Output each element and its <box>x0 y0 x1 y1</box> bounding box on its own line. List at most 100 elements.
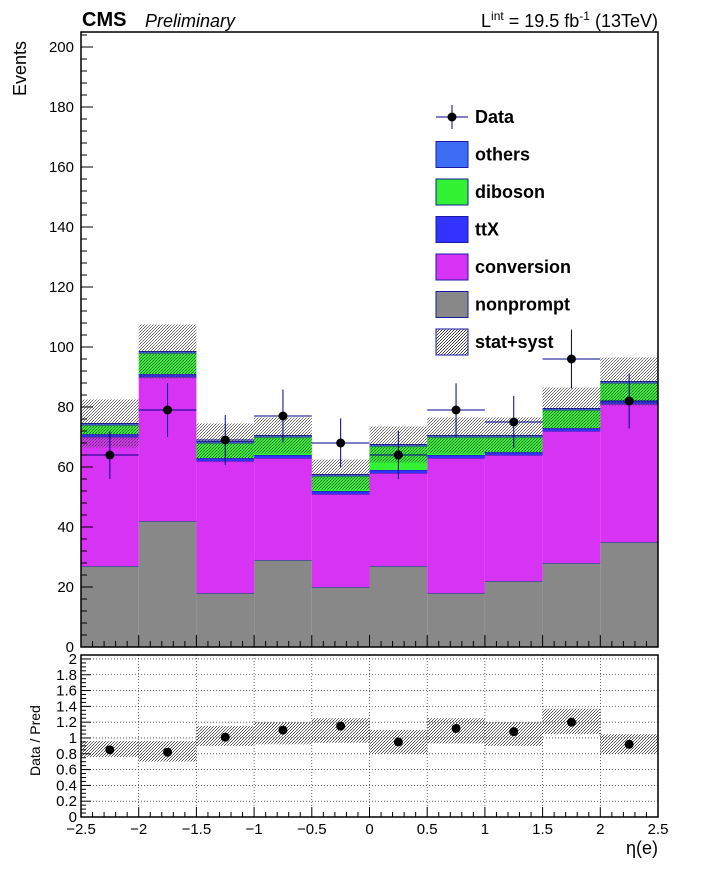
main-panel: 0 20 40 60 80 100 120 140 160 180 200 <box>49 31 659 656</box>
y-tick-label-0: 0 <box>66 639 74 656</box>
data-point-6 <box>451 405 461 415</box>
bar-nonprompt-0 <box>81 566 139 647</box>
lumi-unit-sup: -1 <box>579 9 590 23</box>
legend: Data others diboson ttX conversion nonprompt s… <box>435 105 571 356</box>
y-tick-label-6: 120 <box>49 279 74 296</box>
ratio-y-tick-label-10: 2 <box>69 651 77 668</box>
luminosity-label: Lint = 19.5 fb-1 (13TeV) <box>481 9 658 32</box>
x-tick-label-6: 0.5 <box>417 821 438 838</box>
status-label: Preliminary <box>145 11 236 31</box>
ratio-point-6 <box>451 723 461 733</box>
legend-swatch-others <box>435 141 469 168</box>
legend-swatch-stat-syst <box>435 328 469 356</box>
bar-ttX-6 <box>427 455 485 458</box>
ratio-point-5 <box>393 737 403 747</box>
ratio-y-tick-label-7: 1.4 <box>56 698 77 715</box>
data-point-2 <box>220 435 230 445</box>
x-tick-label-8: 1.5 <box>532 821 553 838</box>
ratio-y-tick-label-4: 0.8 <box>56 746 77 763</box>
y-tick-label-1: 20 <box>57 579 74 596</box>
x-tick-label-1: −2 <box>130 821 147 838</box>
x-tick-label-2: −1.5 <box>182 821 212 838</box>
data-point-5 <box>393 450 403 460</box>
legend-swatch-conversion <box>435 253 469 281</box>
ratio-panel: 00.20.40.60.811.21.41.61.82−2.5 −2 −1.5 −1−… <box>56 651 668 838</box>
ratio-point-8 <box>566 717 576 727</box>
bar-conversion-6 <box>427 458 485 593</box>
bar-nonprompt-6 <box>427 593 485 647</box>
bar-ttX-4 <box>311 491 370 494</box>
x-axis-title: η(e) <box>625 838 658 858</box>
legend-swatch-ttX <box>435 216 469 243</box>
bar-nonprompt-3 <box>254 560 312 647</box>
legend-label-nonprompt: nonprompt <box>475 295 570 315</box>
ratio-y-tick-label-6: 1.2 <box>56 714 77 731</box>
legend-swatch-nonprompt <box>435 291 469 318</box>
legend-label-conversion: conversion <box>475 257 571 277</box>
x-tick-label-0: −2.5 <box>66 821 96 838</box>
x-tick-label-4: −0.5 <box>297 821 327 838</box>
bar-conversion-4 <box>311 494 370 587</box>
bar-conversion-3 <box>254 458 312 560</box>
data-point-9 <box>624 396 634 406</box>
bar-conversion-5 <box>369 473 428 566</box>
lumi-energy: (13TeV) <box>589 11 658 31</box>
bar-nonprompt-8 <box>542 563 601 647</box>
x-tick-label-10: 2.5 <box>648 821 669 838</box>
ratio-point-0 <box>105 745 115 755</box>
y-tick-label-8: 160 <box>49 159 74 176</box>
x-tick-label-5: 0 <box>365 821 373 838</box>
y-tick-label-7: 140 <box>49 219 74 236</box>
data-point-8 <box>566 354 576 364</box>
lumi-value: = 19.5 fb <box>503 11 580 31</box>
bar-nonprompt-7 <box>484 581 543 647</box>
bar-conversion-2 <box>196 461 255 593</box>
data-point-7 <box>509 417 519 427</box>
ratio-point-2 <box>220 732 230 742</box>
ratio-y-tick-label-3: 0.6 <box>56 762 77 779</box>
bar-nonprompt-2 <box>196 593 255 647</box>
legend-label-diboson: diboson <box>475 182 545 202</box>
y-tick-label-3: 60 <box>57 459 74 476</box>
lumi-prefix: L <box>481 11 492 31</box>
bar-ttX-3 <box>254 455 312 458</box>
ratio-y-tick-label-1: 0.2 <box>56 793 77 810</box>
bar-nonprompt-1 <box>138 521 197 647</box>
ratio-point-3 <box>278 725 288 735</box>
bar-conversion-7 <box>484 455 543 581</box>
ratio-point-9 <box>624 739 634 749</box>
x-tick-label-3: −1 <box>246 821 263 838</box>
ratio-point-4 <box>336 721 346 731</box>
ratio-y-tick-label-2: 0.4 <box>56 777 77 794</box>
bar-nonprompt-4 <box>311 587 370 647</box>
legend-swatch-diboson <box>435 178 469 206</box>
y-tick-label-10: 200 <box>49 39 74 56</box>
ratio-y-tick-label-9: 1.8 <box>56 667 77 684</box>
data-point-0 <box>105 450 115 460</box>
data-point-4 <box>336 438 346 448</box>
y-tick-label-5: 100 <box>49 339 74 356</box>
ratio-point-7 <box>509 727 519 737</box>
y-tick-label-4: 80 <box>57 399 74 416</box>
experiment-label: CMS <box>82 9 127 31</box>
ratio-point-1 <box>163 747 173 757</box>
ratio-y-tick-label-5: 1 <box>69 730 77 747</box>
ratio-y-tick-label-8: 1.6 <box>56 683 77 700</box>
uncertainty-band-8 <box>542 387 601 430</box>
lumi-sup: int <box>491 9 504 23</box>
data-point-1 <box>163 405 173 415</box>
y-tick-label-9: 180 <box>49 99 74 116</box>
legend-label-stat-syst: stat+syst <box>475 332 554 352</box>
y-tick-label-2: 40 <box>57 519 74 536</box>
bar-nonprompt-5 <box>369 566 428 647</box>
bar-nonprompt-9 <box>600 542 658 647</box>
legend-label-Data: Data <box>475 107 515 127</box>
legend-label-ttX: ttX <box>475 220 499 240</box>
legend-label-others: others <box>475 145 530 165</box>
x-tick-label-7: 1 <box>481 821 489 838</box>
x-tick-label-9: 2 <box>596 821 604 838</box>
legend-data-marker <box>447 112 457 122</box>
data-point-3 <box>278 411 288 421</box>
bar-conversion-8 <box>542 431 601 563</box>
